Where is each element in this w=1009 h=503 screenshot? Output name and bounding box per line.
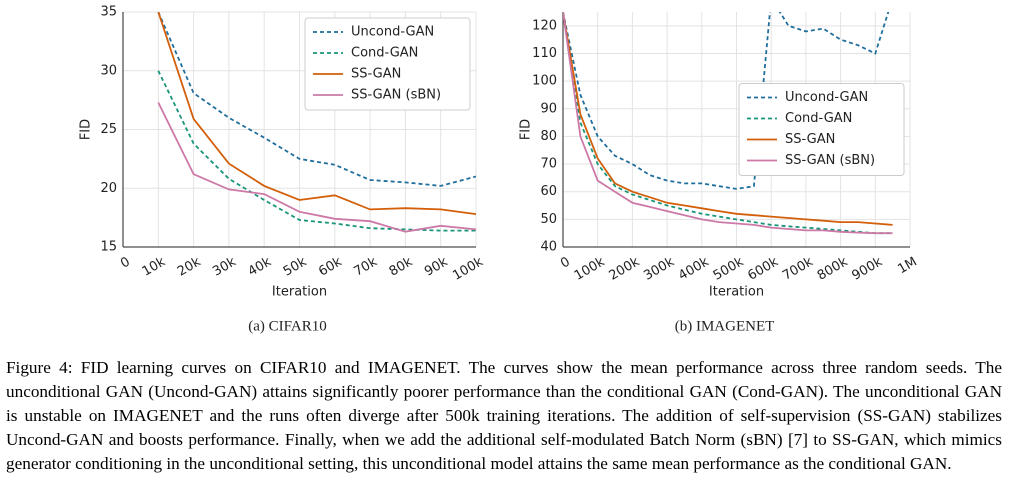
legend-box [738, 83, 905, 176]
series-line [563, 12, 893, 235]
y-tick-label: 80 [540, 129, 557, 144]
legend-label: SS-GAN [351, 67, 401, 82]
x-tick-label: 0 [118, 255, 133, 272]
series-line [157, 70, 476, 232]
x-tick-label: 400k [676, 254, 712, 283]
y-tick-label: 40 [540, 240, 557, 255]
x-tick-label: 300k [641, 254, 677, 283]
y-tick-label: 15 [100, 240, 117, 255]
y-tick-label: 20 [100, 181, 117, 196]
y-tick-label: 50 [540, 212, 557, 227]
x-tick-label: 700k [780, 254, 816, 283]
x-tick-label: 900k [850, 254, 886, 283]
legend-label: Uncond-GAN [351, 25, 434, 40]
x-axis-label: Iteration [272, 285, 327, 300]
x-tick-label: 100k [450, 254, 486, 283]
x-tick-label: 800k [815, 254, 851, 283]
y-axis-label: FID [519, 119, 534, 140]
x-tick-label: 20k [175, 254, 204, 279]
y-tick-label: 90 [540, 101, 557, 116]
y-tick-label: 110 [532, 46, 557, 61]
x-tick-label: 0 [558, 255, 573, 272]
x-axis-label: Iteration [709, 285, 764, 300]
x-tick-label: 500k [711, 254, 747, 283]
x-tick-label: 70k [351, 254, 380, 279]
x-tick-label: 30k [210, 254, 239, 279]
legend-label: SS-GAN (sBN) [351, 88, 441, 103]
y-axis-label: FID [79, 119, 94, 140]
legend-label: Cond-GAN [785, 111, 852, 126]
y-tick-label: 100 [532, 74, 557, 89]
figure-caption: Figure 4: FID learning curves on CIFAR10… [6, 358, 1002, 473]
legend-label: SS-GAN [785, 132, 835, 147]
series-line [157, 12, 476, 187]
y-tick-label: 35 [100, 5, 117, 20]
plot-area [157, 12, 476, 233]
x-tick-label: 80k [387, 254, 416, 279]
x-tick-label: 10k [140, 254, 169, 279]
x-tick-label: 1M [895, 255, 919, 278]
y-tick-label: 120 [532, 18, 557, 33]
x-tick-label: 60k [316, 254, 345, 279]
series-line [563, 12, 893, 226]
y-tick-label: 60 [540, 184, 557, 199]
series-line [157, 102, 476, 233]
plot-area [563, 12, 893, 235]
x-tick-label: 40k [246, 254, 275, 279]
x-tick-label: 90k [422, 254, 451, 279]
x-tick-label: 600k [745, 254, 781, 283]
legend-label: Uncond-GAN [785, 90, 868, 105]
y-tick-label: 25 [100, 122, 117, 137]
x-tick-label: 50k [281, 254, 310, 279]
series-line [157, 12, 476, 215]
legend-label: Cond-GAN [351, 46, 418, 61]
x-tick-label: 200k [607, 254, 643, 283]
legend-box [304, 17, 471, 111]
y-tick-label: 30 [100, 63, 117, 78]
subcaption: (a) CIFAR10 [248, 318, 326, 334]
subcaption: (b) IMAGENET [675, 318, 775, 334]
legend-label: SS-GAN (sBN) [785, 153, 875, 168]
series-line [563, 12, 893, 235]
x-tick-label: 100k [572, 254, 608, 283]
y-tick-label: 70 [540, 157, 557, 172]
series-line [563, 12, 890, 190]
